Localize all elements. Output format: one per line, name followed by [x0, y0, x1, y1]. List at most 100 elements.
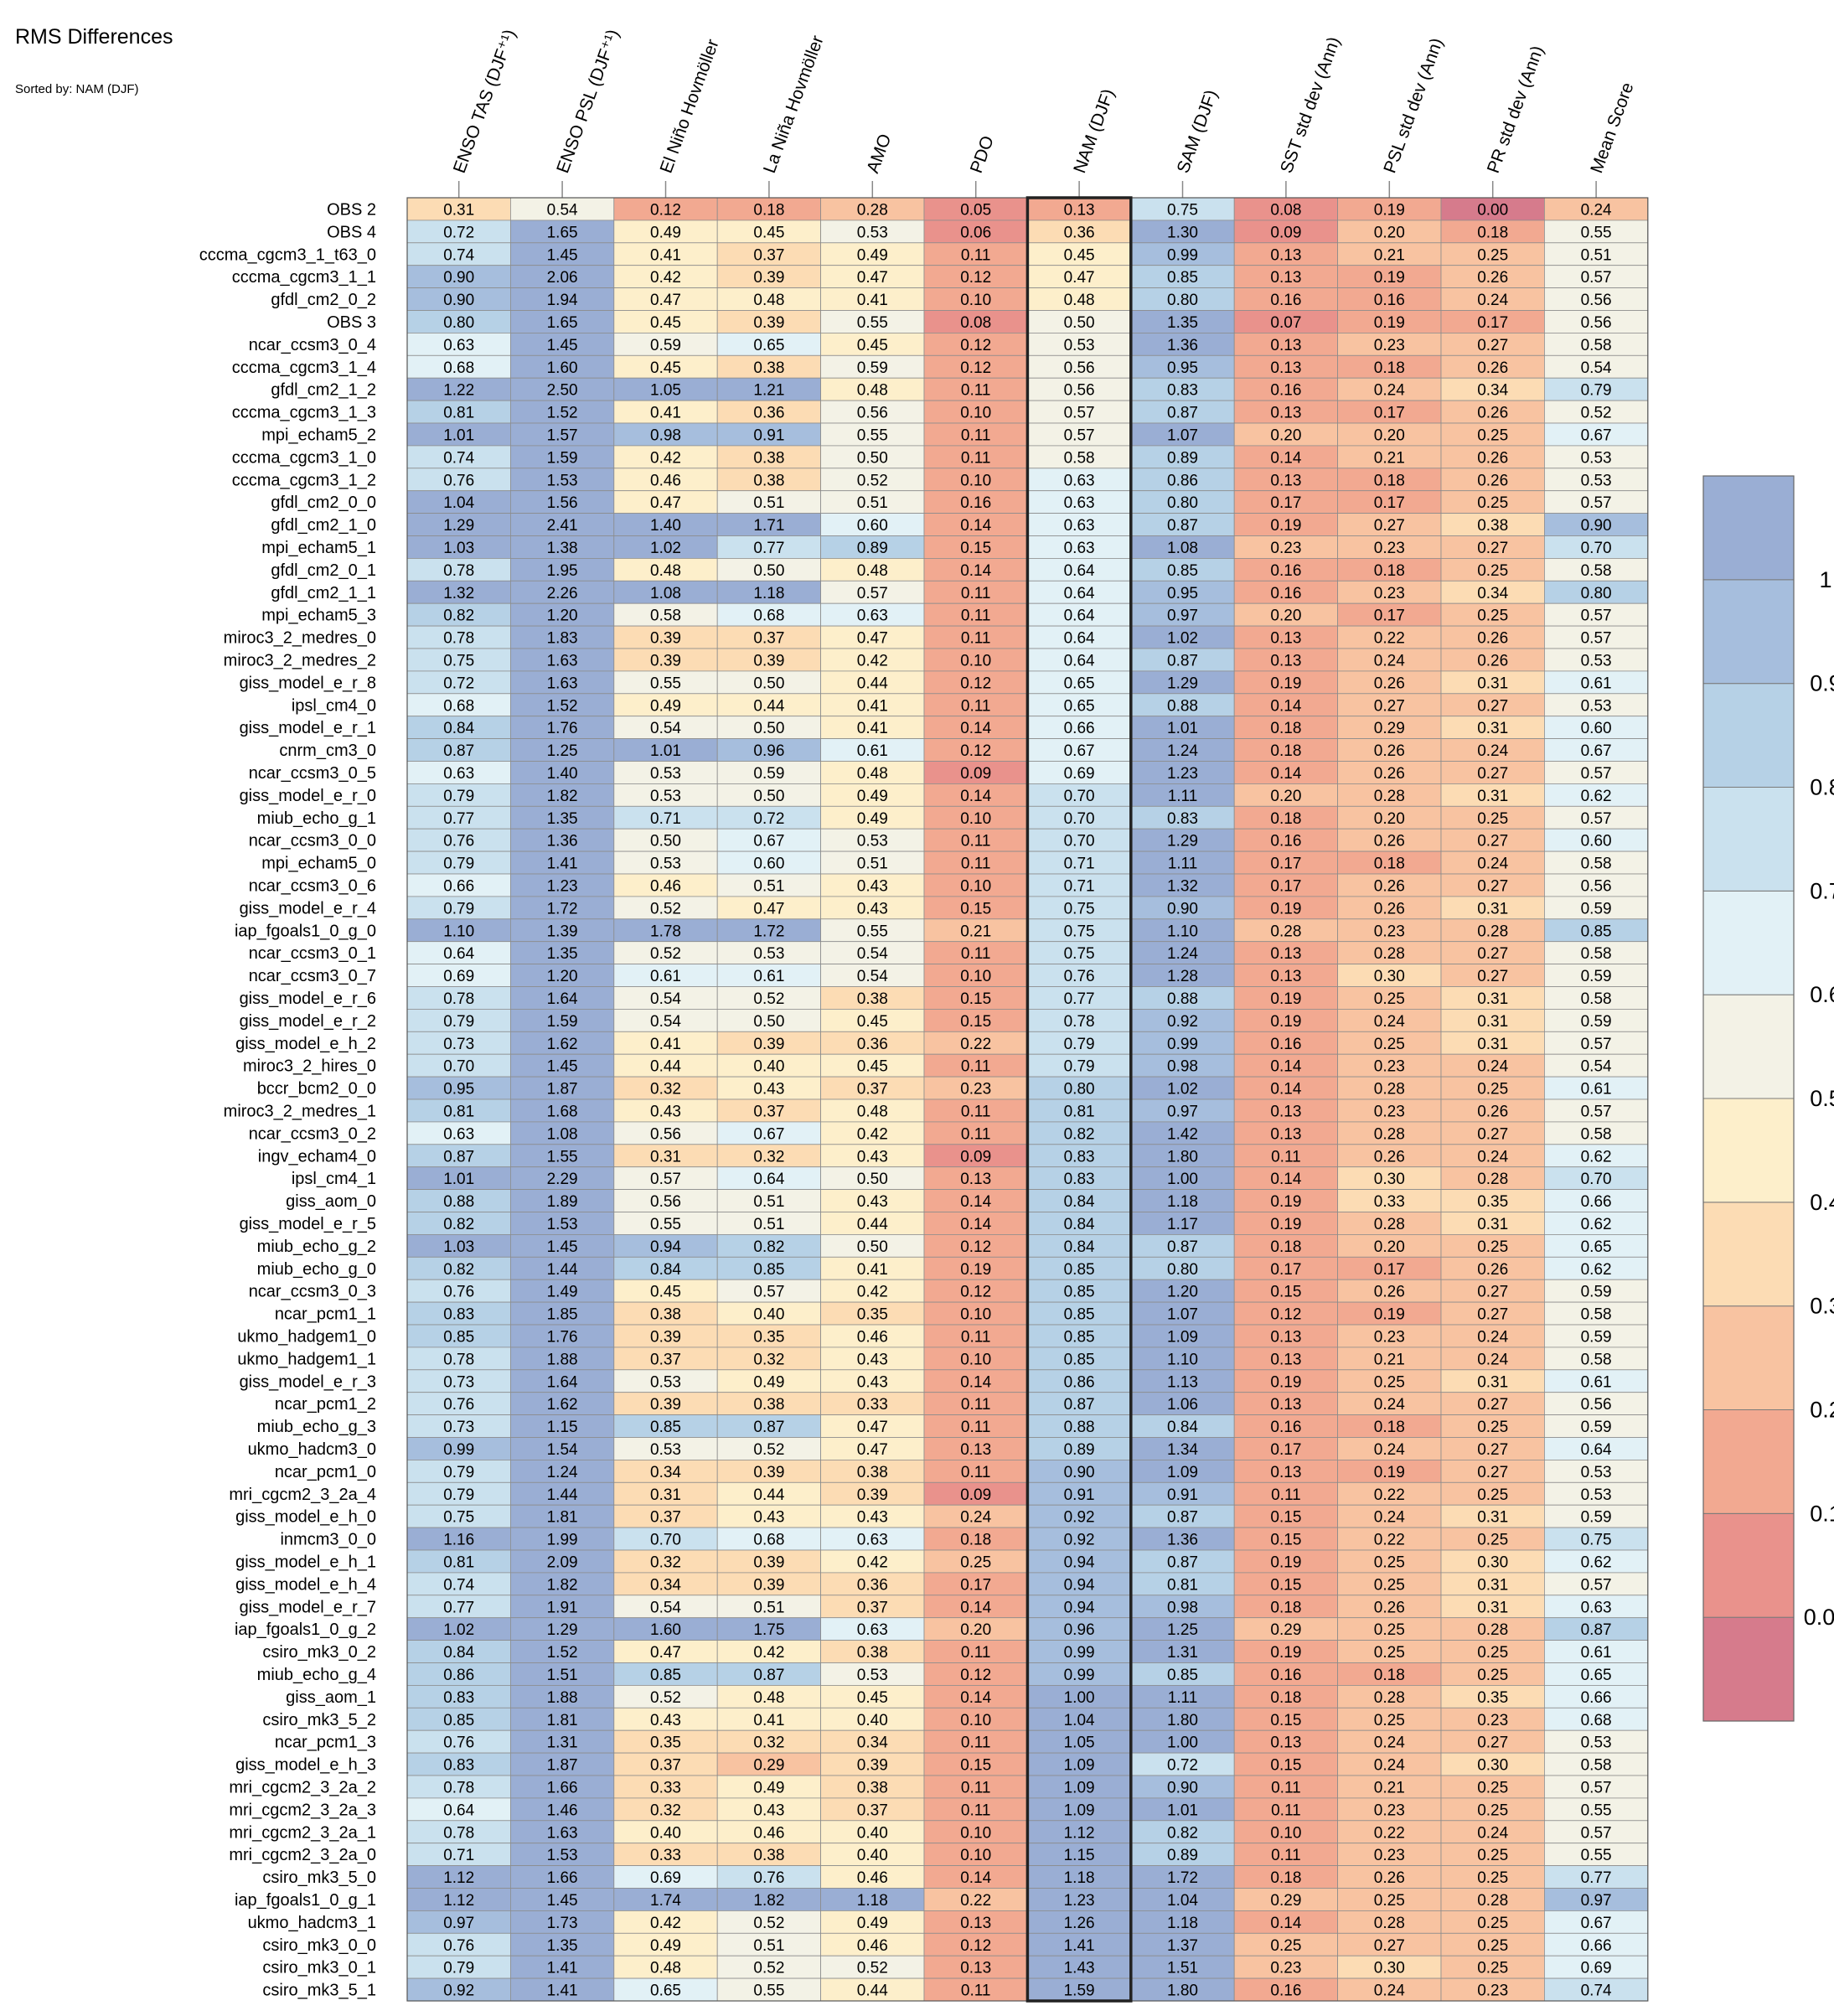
cell-value: 0.78: [443, 1824, 474, 1842]
cell-value: 0.39: [753, 1553, 784, 1571]
cell-value: 0.63: [443, 1125, 474, 1143]
cell-value: 0.13: [1270, 246, 1301, 264]
heatmap-cell: [1130, 558, 1235, 582]
heatmap-cell: [1027, 918, 1132, 943]
cell-value: 0.19: [1270, 1553, 1301, 1571]
heatmap-cell: [510, 1189, 615, 1212]
cell-value: 0.16: [960, 494, 991, 512]
cell-value: 0.73: [443, 1373, 474, 1391]
cell-value: 0.45: [857, 337, 888, 354]
cell-value: 1.01: [443, 426, 474, 444]
cell-value: 0.61: [650, 968, 681, 985]
cell-value: 1.65: [547, 224, 578, 241]
cell-value: 0.37: [857, 1801, 888, 1819]
cell-value: 1.18: [857, 1892, 888, 1910]
cell-value: 0.41: [857, 1261, 888, 1279]
heatmap-cell: [1027, 332, 1132, 356]
cell-value: 1.41: [547, 1982, 578, 2000]
heatmap-cell: [820, 535, 925, 559]
cell-value: 0.25: [1477, 1937, 1508, 1955]
cell-value: 0.18: [1270, 720, 1301, 737]
cell-value: 0.49: [650, 224, 681, 241]
heatmap-cell: [820, 716, 925, 740]
heatmap-cell: [1544, 850, 1649, 875]
heatmap-cell: [510, 1234, 615, 1258]
heatmap-cell: [510, 1843, 615, 1866]
cell-value: 1.04: [1167, 1892, 1198, 1910]
cell-value: 0.68: [753, 607, 784, 625]
row-label: ncar_pcm1_1: [275, 1305, 376, 1324]
heatmap-cell: [923, 580, 1028, 604]
cell-value: 1.45: [547, 246, 578, 264]
heatmap-cell: [1544, 1166, 1649, 1190]
heatmap-cell: [820, 805, 925, 830]
heatmap-cell: [716, 918, 822, 943]
cell-value: 0.25: [1374, 1553, 1405, 1571]
cell-value: 0.65: [1064, 697, 1095, 715]
heatmap-cell: [716, 1324, 822, 1348]
cell-value: 0.11: [961, 1396, 991, 1414]
heatmap-cell: [716, 670, 822, 695]
cell-value: 0.34: [1477, 585, 1508, 602]
cell-value: 0.74: [1581, 1982, 1612, 2000]
heatmap-cell: [510, 1595, 615, 1619]
heatmap-cell: [1130, 693, 1235, 717]
cell-value: 0.84: [443, 1644, 474, 1662]
column-header: La Niña Hovmöller: [760, 34, 828, 176]
cell-value: 0.15: [960, 900, 991, 918]
cell-value: 1.02: [443, 1621, 474, 1639]
heatmap-cell: [1130, 941, 1235, 964]
cell-value: 1.45: [547, 1238, 578, 1256]
cell-value: 0.63: [857, 1532, 888, 1549]
cell-value: 0.42: [857, 1553, 888, 1571]
heatmap-cell: [1440, 783, 1545, 807]
heatmap-cell: [1130, 1256, 1235, 1280]
cell-value: 0.90: [1167, 900, 1198, 918]
cell-value: 0.95: [1167, 359, 1198, 377]
heatmap-cell: [716, 1189, 822, 1212]
heatmap-cell: [1337, 783, 1442, 807]
heatmap-cell: [820, 1527, 925, 1551]
column-header: SST std dev (Ann): [1277, 34, 1344, 176]
cell-value: 0.26: [1477, 652, 1508, 669]
heatmap-cell: [510, 535, 615, 559]
cell-value: 0.53: [1581, 472, 1612, 489]
cell-value: 0.44: [857, 1216, 888, 1233]
cell-value: 0.19: [1374, 201, 1405, 219]
cell-value: 0.43: [857, 1509, 888, 1527]
heatmap-cell: [510, 1279, 615, 1303]
heatmap-cell: [1440, 1031, 1545, 1055]
heatmap-cell: [1233, 1481, 1338, 1506]
cell-value: 0.33: [1374, 1193, 1405, 1211]
cell-value: 1.11: [1168, 1689, 1198, 1707]
cell-value: 0.13: [1270, 968, 1301, 985]
cell-value: 0.27: [1477, 765, 1508, 783]
row-label: cccma_cgcm3_1_4: [232, 359, 376, 377]
heatmap-cell: [613, 1347, 718, 1371]
cell-value: 0.88: [443, 1193, 474, 1211]
cell-value: 0.43: [650, 1712, 681, 1729]
heatmap-cell: [820, 1481, 925, 1506]
cell-value: 0.31: [443, 201, 474, 219]
heatmap-cell: [406, 490, 511, 514]
cell-value: 0.69: [650, 1869, 681, 1887]
heatmap-cell: [1130, 287, 1235, 311]
colorbar-tick-label: 0.7: [1810, 878, 1834, 903]
heatmap-cell: [716, 354, 822, 379]
heatmap-cell: [1027, 468, 1132, 492]
heatmap-cell: [1544, 1053, 1649, 1078]
cell-value: 1.08: [650, 585, 681, 602]
heatmap-cell: [820, 1617, 925, 1641]
heatmap-cell: [820, 377, 925, 401]
heatmap-cell: [1337, 1685, 1442, 1708]
cell-value: 0.16: [1270, 292, 1301, 309]
cell-value: 1.29: [443, 517, 474, 535]
heatmap-cell: [716, 1797, 822, 1822]
heatmap-cell: [613, 693, 718, 717]
heatmap-cell: [613, 648, 718, 672]
cell-value: 0.14: [960, 517, 991, 535]
cell-value: 0.46: [753, 1824, 784, 1842]
heatmap-cell: [613, 535, 718, 559]
cell-value: 0.55: [857, 314, 888, 332]
colorbar-segment: [1702, 994, 1795, 1099]
